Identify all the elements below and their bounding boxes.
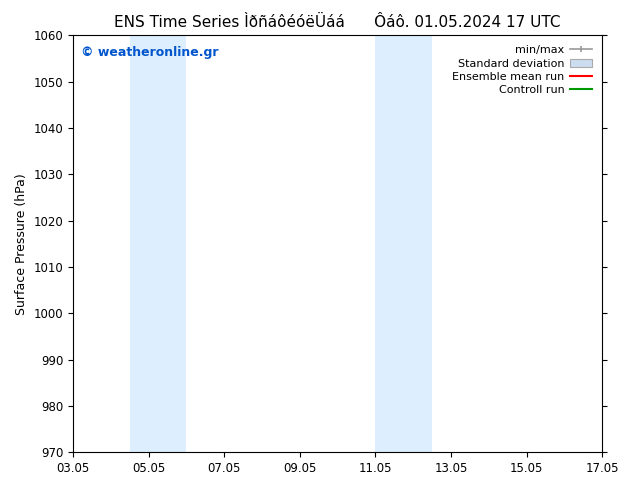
- Text: © weatheronline.gr: © weatheronline.gr: [81, 46, 219, 59]
- Title: ENS Time Series ÌðñáôéóëÜáá      Ôáô. 01.05.2024 17 UTC: ENS Time Series ÌðñáôéóëÜáá Ôáô. 01.05.2…: [114, 15, 561, 30]
- Legend: min/max, Standard deviation, Ensemble mean run, Controll run: min/max, Standard deviation, Ensemble me…: [448, 41, 597, 100]
- Bar: [130, 35, 186, 452]
- Y-axis label: Surface Pressure (hPa): Surface Pressure (hPa): [15, 173, 28, 315]
- Bar: [375, 35, 432, 452]
